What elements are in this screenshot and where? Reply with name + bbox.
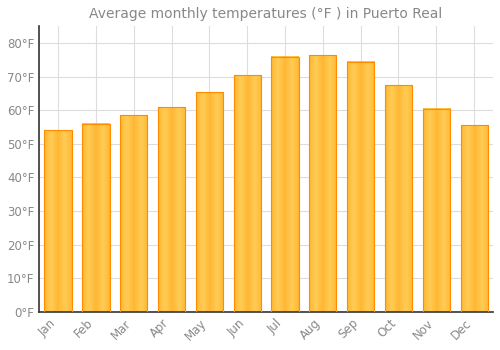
Bar	[460, 125, 488, 312]
Bar	[120, 115, 148, 312]
Bar	[44, 131, 72, 312]
Bar	[272, 56, 298, 312]
Bar	[422, 108, 450, 312]
Bar	[347, 62, 374, 312]
Bar	[385, 85, 412, 312]
Bar	[234, 75, 261, 312]
Title: Average monthly temperatures (°F ) in Puerto Real: Average monthly temperatures (°F ) in Pu…	[90, 7, 442, 21]
Bar	[196, 92, 223, 312]
Bar	[309, 55, 336, 312]
Bar	[158, 107, 185, 312]
Bar	[82, 124, 110, 312]
